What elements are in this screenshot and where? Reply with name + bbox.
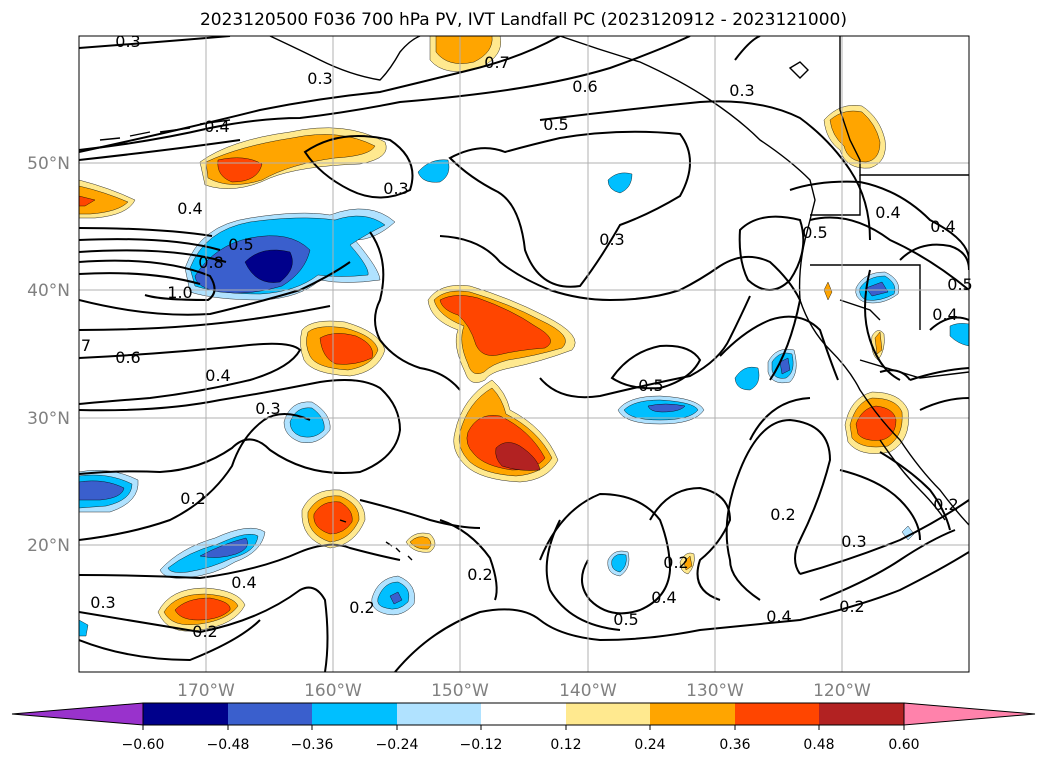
contour-label: 0.5 bbox=[543, 115, 568, 134]
colorbar-tick-label: 0.36 bbox=[719, 737, 750, 753]
colorbar-swatch bbox=[566, 703, 650, 725]
contour-label: 0.3 bbox=[255, 399, 280, 418]
colorbar-tick-label: −0.12 bbox=[460, 737, 503, 753]
latitude-labels: 50°N 40°N 30°N 20°N bbox=[27, 154, 70, 556]
colorbar-swatch bbox=[650, 703, 735, 725]
colorbar-swatch bbox=[819, 703, 904, 725]
colorbar-swatch bbox=[312, 703, 397, 725]
contour-lines bbox=[79, 36, 969, 672]
contour-label: 0.4 bbox=[231, 573, 256, 592]
colorbar-tick-label: 0.24 bbox=[634, 737, 665, 753]
contour-label: 0.3 bbox=[115, 32, 140, 51]
colorbar-swatch bbox=[143, 703, 228, 725]
contour-label: 0.4 bbox=[651, 588, 676, 607]
contour-label: 0.2 bbox=[933, 495, 958, 514]
contour-label: 0.4 bbox=[204, 117, 229, 136]
contour-label: 0.5 bbox=[638, 376, 663, 395]
contour-label: 0.4 bbox=[930, 217, 955, 236]
colorbar-extend-high bbox=[903, 702, 1036, 726]
contour-label: 0.2 bbox=[467, 565, 492, 584]
coastline-layer bbox=[99, 36, 969, 561]
contour-label: 0.2 bbox=[192, 622, 217, 641]
colorbar-swatch bbox=[735, 703, 819, 725]
contour-label: 0.3 bbox=[841, 532, 866, 551]
shading-layer bbox=[79, 36, 969, 637]
contour-label: 0.5 bbox=[613, 610, 638, 629]
contour-label: 0.6 bbox=[115, 348, 140, 367]
contour-label: 0.2 bbox=[349, 598, 374, 617]
colorbar-tick-label: 0.48 bbox=[803, 737, 834, 753]
contour-label: 0.4 bbox=[766, 607, 791, 626]
colorbar-tick-label: −0.48 bbox=[207, 737, 250, 753]
lon-label: 160°W bbox=[304, 681, 362, 701]
longitude-labels: 170°W 160°W 150°W 140°W 130°W 120°W bbox=[177, 681, 871, 701]
contour-label-group: 0.3 0.3 0.7 0.6 0.5 0.3 0.4 0.3 0.4 0.5 … bbox=[81, 32, 973, 641]
colorbar-extend-low bbox=[11, 702, 144, 726]
colorbar-swatch bbox=[481, 703, 566, 725]
contour-label: 0.2 bbox=[839, 597, 864, 616]
lon-label: 170°W bbox=[177, 681, 235, 701]
colorbar: −0.60 −0.48 −0.36 −0.24 −0.12 0.12 0.24 … bbox=[11, 702, 1036, 753]
contour-label: 0.8 bbox=[198, 253, 223, 272]
contour-label: 0.2 bbox=[663, 553, 688, 572]
gridlines bbox=[79, 36, 969, 672]
contour-label: 0.2 bbox=[770, 505, 795, 524]
lat-label: 20°N bbox=[27, 536, 70, 556]
contour-label: 0.3 bbox=[90, 593, 115, 612]
lon-label: 120°W bbox=[813, 681, 871, 701]
contour-label: 0.2 bbox=[180, 489, 205, 508]
contour-label: 1.0 bbox=[167, 283, 192, 302]
plot-frame bbox=[78, 35, 970, 673]
contour-label: 0.4 bbox=[205, 366, 230, 385]
contour-label: 0.7 bbox=[484, 53, 509, 72]
colorbar-tick-label: 0.12 bbox=[550, 737, 581, 753]
contour-label: 0.4 bbox=[932, 305, 957, 324]
contour-label: 0.3 bbox=[599, 230, 624, 249]
contour-label: 0.4 bbox=[177, 199, 202, 218]
map-title: 2023120500 F036 700 hPa PV, IVT Landfall… bbox=[199, 10, 847, 30]
colorbar-tick-label: −0.36 bbox=[291, 737, 334, 753]
lon-label: 150°W bbox=[431, 681, 489, 701]
colorbar-tick-label: −0.24 bbox=[376, 737, 419, 753]
colorbar-tick-label: −0.60 bbox=[122, 737, 165, 753]
lat-label: 40°N bbox=[27, 281, 70, 301]
contour-label: 0.3 bbox=[383, 179, 408, 198]
contour-label: 0.3 bbox=[307, 69, 332, 88]
contour-label: 0.5 bbox=[947, 275, 972, 294]
contour-label: 0.5 bbox=[228, 235, 253, 254]
contour-label: 0.6 bbox=[572, 77, 597, 96]
lon-label: 140°W bbox=[559, 681, 617, 701]
colorbar-swatch bbox=[228, 703, 312, 725]
lat-label: 30°N bbox=[27, 409, 70, 429]
contour-label: 0.5 bbox=[802, 223, 827, 242]
contour-label: 0.3 bbox=[729, 81, 754, 100]
lon-label: 130°W bbox=[686, 681, 744, 701]
lat-label: 50°N bbox=[27, 154, 70, 174]
contour-label: 7 bbox=[81, 336, 91, 355]
colorbar-swatch bbox=[397, 703, 481, 725]
contour-label: 0.4 bbox=[875, 203, 900, 222]
colorbar-tick-label: 0.60 bbox=[888, 737, 919, 753]
